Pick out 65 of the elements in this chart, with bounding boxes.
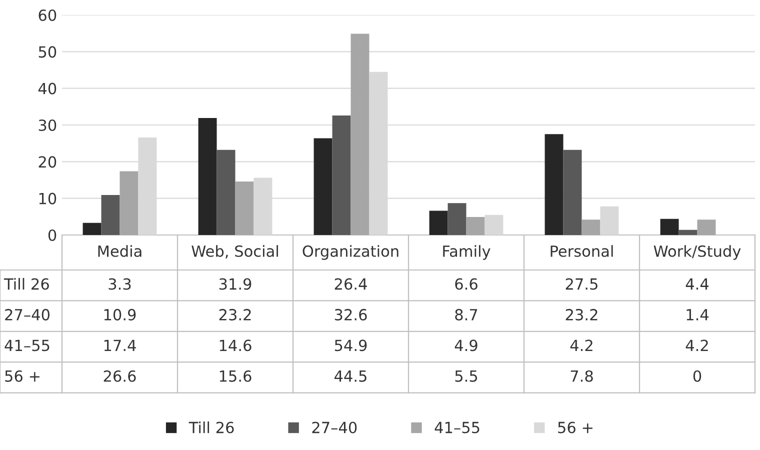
text: Till 26 [4,278,49,290]
y-tick-label: 0 [48,229,56,242]
data-label: 23.2 [219,308,251,320]
bar [582,220,600,235]
data-label: 5.5 [455,370,478,382]
bar [448,203,466,235]
legend-label: 56 + [558,422,592,434]
bar [332,115,351,235]
x-tick-label: Organization [302,245,398,260]
data-label: 54.9 [334,340,367,352]
data-label: 14.6 [220,340,252,352]
bar [235,181,254,235]
data-label: 31.9 [219,278,252,290]
data-label: 17.4 [104,340,136,351]
bar [198,118,217,235]
data-label: 4.2 [686,340,708,351]
data-label: 4.4 [686,278,709,290]
data-label: 26.4 [334,278,367,290]
x-tick-label: Web, Social [192,245,278,258]
data-label: 1.4 [686,309,709,320]
data-label: 3.3 [108,278,131,290]
data-label: 15.6 [220,370,252,382]
bar [101,195,120,235]
data-label: 44.5 [334,370,366,382]
data-label: 32.6 [334,308,367,320]
bar [120,171,138,235]
bar [678,230,698,235]
y-tick-label: 20 [38,156,56,168]
legend-label: 41–55 [434,422,480,434]
data-label: 4.2 [570,340,592,351]
bar [350,34,370,235]
text: 41–55 [4,340,50,352]
data-label: 10.9 [104,308,136,320]
bar [544,134,564,235]
bar [466,217,485,235]
x-tick-label: Media [98,245,142,257]
bar [216,150,236,235]
bar [484,214,504,235]
data-label: 27.5 [566,278,598,290]
data-label: 26.6 [104,370,136,382]
x-tick-label: Work/Study [654,245,741,260]
data-label: 6.6 [455,278,478,290]
x-tick-label: Family [443,245,490,260]
y-tick-label: 10 [39,192,56,204]
bar [314,138,332,235]
bar [600,206,619,235]
legend-label: 27–40 [312,422,357,434]
data-label: 23.2 [566,308,598,320]
data-label: 4.9 [454,340,478,352]
data-label: 8.7 [455,308,478,320]
bar [660,218,679,235]
legend-label: Till 26 [188,421,234,434]
y-tick-label: 60 [38,9,56,22]
bar [697,220,716,235]
data-label: 7.8 [570,370,593,382]
y-tick-label: 50 [38,46,56,58]
data-label: 0 [693,370,702,382]
y-tick-label: 30 [38,119,56,132]
x-tick-label: Personal [550,245,613,257]
text: 27–40 [5,308,50,320]
text: 56 + [5,370,40,382]
bar [82,222,102,235]
bar [429,210,448,235]
y-tick-label: 40 [38,82,56,94]
bar [563,150,582,235]
